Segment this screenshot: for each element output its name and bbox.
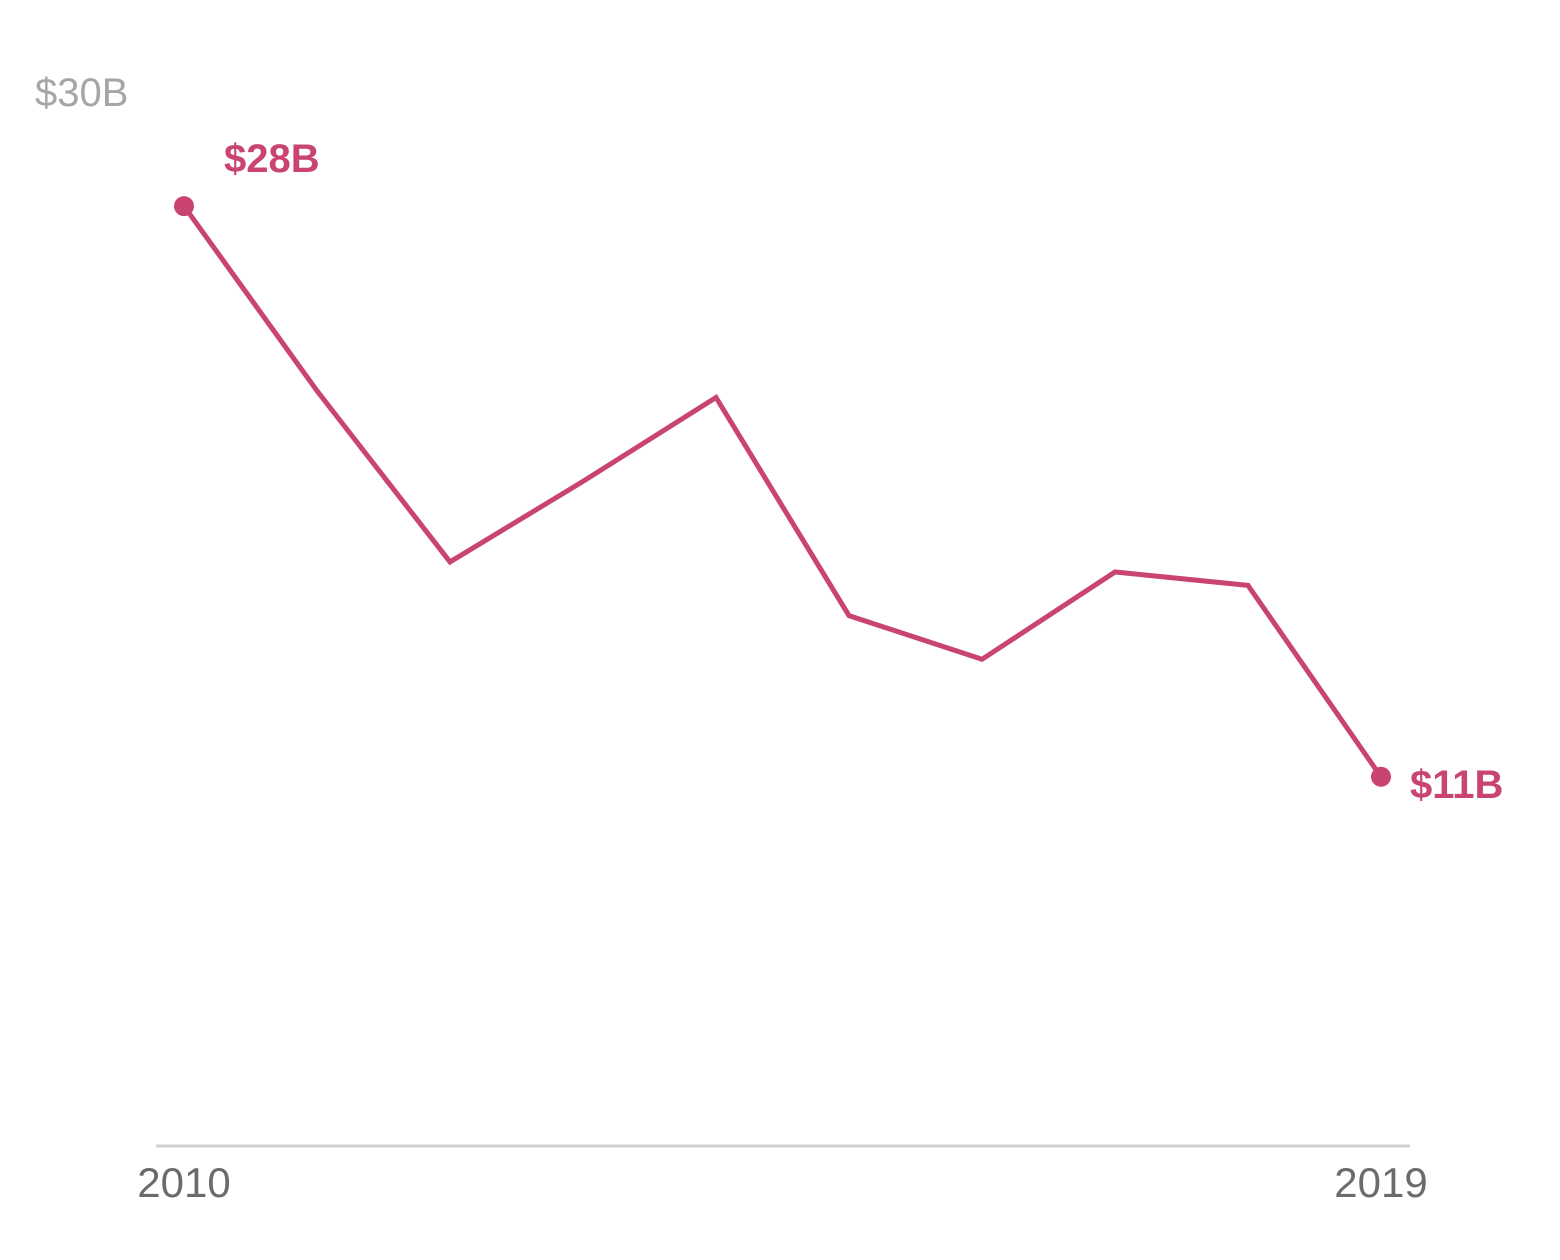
start-point xyxy=(174,196,194,217)
end-value-label: $11B xyxy=(1410,763,1503,807)
end-point xyxy=(1371,766,1391,787)
series-line xyxy=(181,203,1384,780)
x-tick-label-start: 2010 xyxy=(137,1159,230,1206)
y-max-label: $30B xyxy=(35,71,128,115)
start-value-label: $28B xyxy=(224,137,320,181)
x-tick-label-end: 2019 xyxy=(1334,1159,1427,1206)
